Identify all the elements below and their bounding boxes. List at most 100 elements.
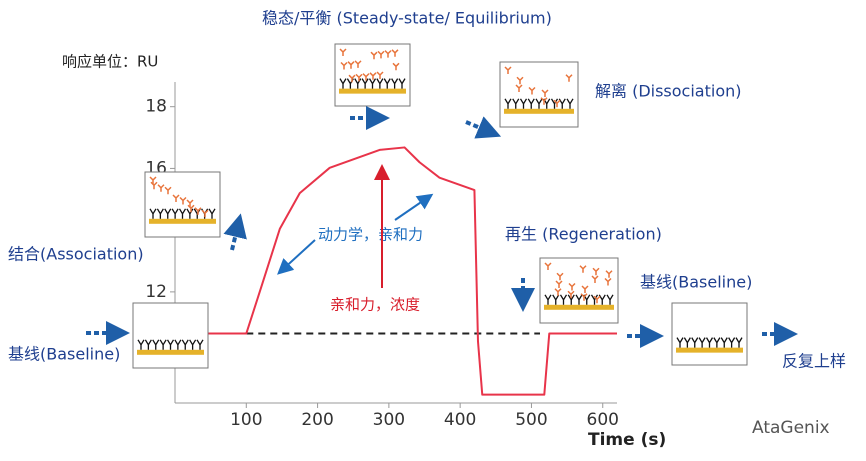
analyte [369, 72, 377, 80]
x-tick-label: 500 [515, 410, 547, 430]
analyte [544, 262, 552, 270]
analyte [591, 275, 599, 283]
analyte [179, 196, 187, 205]
analyte [164, 186, 172, 195]
ligand [527, 98, 535, 109]
analyte [355, 73, 363, 82]
analyte [568, 282, 576, 291]
analyte [201, 209, 209, 218]
analyte [347, 61, 355, 69]
ligand [361, 78, 369, 89]
y-tick-label: 12 [145, 282, 167, 302]
ligand [683, 337, 691, 348]
sensor-surface [149, 218, 216, 224]
annotation: 结合(Association) [8, 245, 144, 264]
analyte [370, 51, 378, 60]
analyte [187, 204, 195, 213]
sensor-surface [676, 347, 743, 353]
ligand [566, 98, 574, 109]
analyte [567, 290, 575, 299]
ligand [152, 339, 160, 350]
ligand [512, 98, 520, 109]
analyte [348, 74, 356, 83]
ligand [159, 339, 167, 350]
ligand [705, 337, 714, 348]
ligand [398, 78, 406, 89]
analyte [504, 66, 512, 74]
panels [132, 43, 748, 369]
ligand [519, 98, 528, 109]
ligand [164, 208, 172, 219]
analyte [384, 50, 392, 58]
analyte [172, 194, 180, 202]
ligand [174, 339, 182, 350]
sensor-panel [499, 61, 579, 128]
ligand [166, 339, 175, 350]
x-tick-label: 400 [444, 410, 476, 430]
sensor-surface [339, 88, 406, 94]
ligand [735, 337, 743, 348]
analyte [157, 184, 165, 192]
ligand [137, 339, 145, 350]
ligand [368, 78, 377, 89]
ligand [558, 98, 566, 109]
analyte [541, 89, 549, 97]
arrows [86, 106, 798, 348]
annotation: 反复上样 [782, 352, 846, 371]
ligand [676, 337, 684, 348]
ligand [606, 294, 614, 305]
ligand [391, 78, 399, 89]
y-axis-label: 响应单位：RU [62, 53, 158, 71]
x-tick-label: 300 [373, 410, 405, 430]
x-axis-label: Time (s) [588, 430, 666, 450]
analyte [339, 48, 347, 56]
sensor-panel [671, 302, 748, 366]
plot: 12141618100200300400500600 [145, 82, 619, 430]
analyte [362, 73, 370, 81]
ligand [181, 339, 189, 350]
analyte [194, 207, 202, 215]
x-tick-label: 100 [230, 410, 262, 430]
analyte [556, 272, 564, 281]
ligand [144, 339, 152, 350]
annotation: 再生 (Regeneration) [505, 225, 662, 244]
annotation: 稳态/平衡 (Steady-state/ Equilibrium) [262, 9, 552, 28]
analyte [515, 84, 523, 92]
analyte [391, 49, 399, 57]
x-tick-label: 200 [301, 410, 333, 430]
watermark: AtaGenix [752, 418, 830, 438]
ligand [376, 78, 384, 89]
annotation: 基线(Baseline) [640, 273, 752, 292]
annotation: 亲和力，浓度 [330, 296, 420, 314]
analyte [592, 267, 600, 276]
ligand [728, 337, 736, 348]
ligand [544, 294, 552, 305]
analyte [605, 270, 613, 278]
analyte [579, 265, 587, 273]
analyte [555, 280, 563, 288]
annotation: 基线(Baseline) [8, 345, 120, 364]
analyte [553, 99, 561, 108]
x-tick-label: 600 [587, 410, 619, 430]
ligand [575, 294, 583, 305]
analyte [340, 61, 348, 70]
analyte [150, 181, 158, 190]
ligand [691, 337, 699, 348]
ligand [559, 294, 568, 305]
sensor-surface [544, 304, 614, 310]
ligand [598, 294, 606, 305]
analyte [580, 293, 588, 301]
analyte [604, 277, 612, 286]
sensor-panel [539, 257, 619, 324]
analyte [516, 76, 524, 85]
annotation: 解离 (Dissociation) [595, 82, 742, 101]
analyte [392, 62, 400, 71]
ligand [567, 294, 575, 305]
ligand [178, 208, 187, 219]
ligand [208, 208, 216, 219]
ligand [720, 337, 728, 348]
sensor-panel [132, 302, 209, 369]
analyte [554, 288, 562, 296]
sensor-surface [137, 349, 204, 355]
